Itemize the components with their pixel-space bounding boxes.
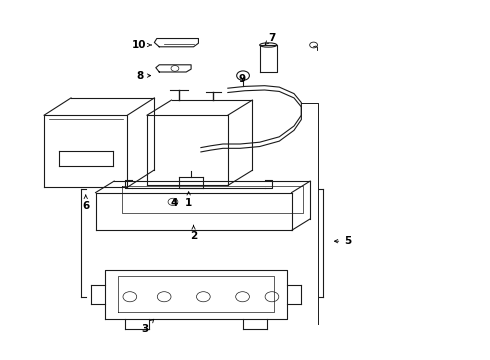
Text: 2: 2 — [190, 225, 197, 241]
Text: 10: 10 — [131, 40, 151, 50]
Text: 6: 6 — [82, 195, 89, 211]
Text: 7: 7 — [265, 33, 276, 44]
Text: 9: 9 — [239, 74, 246, 84]
Text: 8: 8 — [136, 71, 150, 81]
Text: 4: 4 — [170, 198, 178, 208]
Text: 5: 5 — [335, 236, 351, 246]
Text: 1: 1 — [185, 192, 192, 208]
Text: 3: 3 — [141, 319, 154, 334]
